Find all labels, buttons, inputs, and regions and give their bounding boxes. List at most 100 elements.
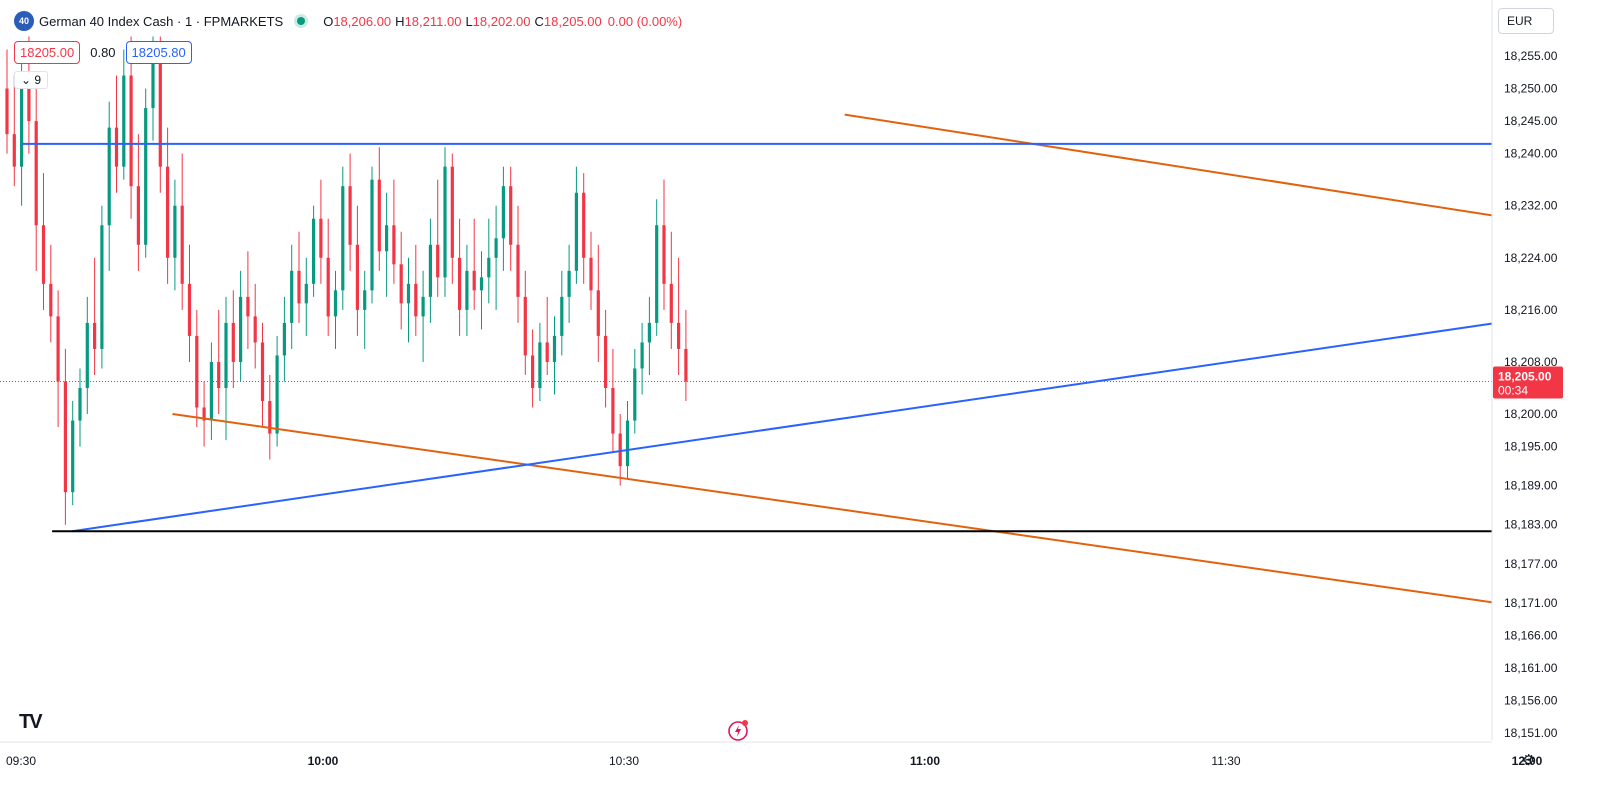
- candle-body: [618, 433, 622, 467]
- candle-body: [574, 192, 578, 271]
- sell-button[interactable]: 18205.00: [14, 41, 81, 64]
- candle-body: [392, 225, 396, 265]
- candle-body: [523, 296, 527, 356]
- buy-button[interactable]: 18205.80: [125, 41, 192, 64]
- open-value: 18,206.00: [333, 13, 392, 29]
- settings-gear-icon[interactable]: ⚙: [1522, 752, 1536, 769]
- price-tick-label: 18,171.00: [1504, 596, 1558, 610]
- candle-body: [494, 238, 498, 258]
- candle-body: [538, 342, 542, 388]
- candle-body: [647, 322, 651, 343]
- candle-body: [180, 205, 184, 284]
- trendline-lower-falling[interactable]: [172, 413, 1600, 687]
- candle-body: [12, 134, 16, 167]
- candle-body: [582, 192, 586, 258]
- candle-body: [684, 348, 688, 382]
- candle-body: [662, 225, 666, 284]
- candle-body: [633, 368, 637, 421]
- candle-body: [567, 270, 571, 297]
- price-tick-label: 18,245.00: [1504, 114, 1558, 128]
- candle-body: [100, 225, 104, 349]
- trendline-rising-support[interactable]: [72, 277, 1600, 533]
- price-tick-label: 18,166.00: [1504, 628, 1558, 642]
- candle-body: [333, 290, 338, 317]
- candle-body: [677, 322, 681, 349]
- candle-body: [370, 179, 374, 291]
- candle-body: [436, 244, 440, 278]
- candle-body: [479, 277, 484, 291]
- candle-body: [5, 88, 9, 135]
- high-value: 18,211.00: [404, 13, 462, 29]
- candle-body: [377, 179, 381, 252]
- price-tick-label: 18,195.00: [1504, 440, 1558, 454]
- time-axis-bg: [0, 742, 1492, 795]
- candle-body: [93, 322, 97, 349]
- candle-body: [122, 75, 126, 167]
- candle-body: [129, 75, 133, 187]
- tradingview-logo-icon[interactable]: TV: [19, 711, 43, 733]
- time-tick-label: 11:00: [910, 754, 940, 768]
- candle-body: [319, 218, 323, 258]
- candle-body: [596, 290, 600, 336]
- time-tick-label: 12:00: [1512, 754, 1543, 768]
- candle-body: [589, 257, 593, 291]
- candle-body: [71, 420, 75, 493]
- close-value: 18,205.00: [543, 13, 602, 29]
- candle-body: [195, 335, 199, 408]
- candle-body: [268, 401, 272, 434]
- candle-body: [41, 225, 46, 284]
- drawings-layer: 18.24218.182 ( Low ): [0, 113, 1600, 687]
- candle-body: [625, 420, 630, 467]
- candle-body: [509, 186, 513, 245]
- candle-body: [56, 316, 60, 382]
- close-label: C: [534, 13, 544, 29]
- time-axis[interactable]: 09:3010:0010:3011:0011:3012:0012:3013:00…: [0, 741, 1600, 795]
- price-tick-label: 18,151.00: [1504, 726, 1558, 740]
- trendline-upper-falling[interactable]: [844, 113, 1600, 388]
- indicators-toggle-button[interactable]: ⌄ 9: [14, 71, 49, 89]
- symbol-title[interactable]: German 40 Index Cash · 1 · FPMARKETS: [39, 13, 284, 29]
- time-tick-label: 11:30: [1211, 754, 1240, 768]
- price-tick-label: 18,216.00: [1504, 303, 1558, 317]
- candle-body: [472, 270, 476, 291]
- price-tick-label: 18,156.00: [1504, 693, 1558, 707]
- price-tick-label: 18,250.00: [1504, 82, 1558, 96]
- candle-body: [552, 335, 557, 362]
- candle-body: [421, 296, 425, 317]
- price-axis[interactable]: 18,255.00 18,250.00 18,245.00 18,240.00 18,2…: [1491, 0, 1600, 795]
- time-tick-label: 10:30: [609, 754, 639, 768]
- candle-body: [282, 322, 286, 356]
- candle-body: [253, 316, 257, 343]
- candle-body: [187, 283, 192, 336]
- candle-body: [341, 186, 345, 291]
- candle-body: [151, 56, 155, 109]
- candle-body: [49, 283, 53, 317]
- candle-body: [501, 186, 505, 239]
- candle-body: [326, 257, 330, 317]
- candle-body: [611, 387, 615, 434]
- candle-body: [545, 342, 549, 362]
- candle-body: [531, 355, 535, 388]
- candle-body: [27, 75, 31, 122]
- currency-button[interactable]: EUR: [1498, 8, 1554, 34]
- candle-body: [312, 218, 316, 284]
- candle-body: [363, 290, 367, 310]
- candle-body: [399, 264, 403, 304]
- candle-body: [640, 342, 644, 369]
- change-value: 0.00 (0.00%): [607, 13, 683, 29]
- candle-body: [406, 283, 411, 304]
- candle-body: [34, 121, 38, 226]
- time-tick-label: 10:00: [308, 754, 339, 768]
- symbol-header: 40 German 40 Index Cash · 1 · FPMARKETS …: [14, 10, 682, 32]
- candle-body: [487, 257, 491, 278]
- lightning-alert-icon[interactable]: [727, 719, 749, 741]
- candle-body: [158, 56, 162, 167]
- candle-body: [385, 225, 389, 252]
- candle-body: [290, 270, 294, 323]
- candle-body: [78, 387, 82, 421]
- candle-body: [516, 244, 520, 297]
- candle-body: [348, 186, 352, 245]
- symbol-badge-icon[interactable]: 40: [14, 11, 34, 31]
- candle-body: [63, 381, 67, 493]
